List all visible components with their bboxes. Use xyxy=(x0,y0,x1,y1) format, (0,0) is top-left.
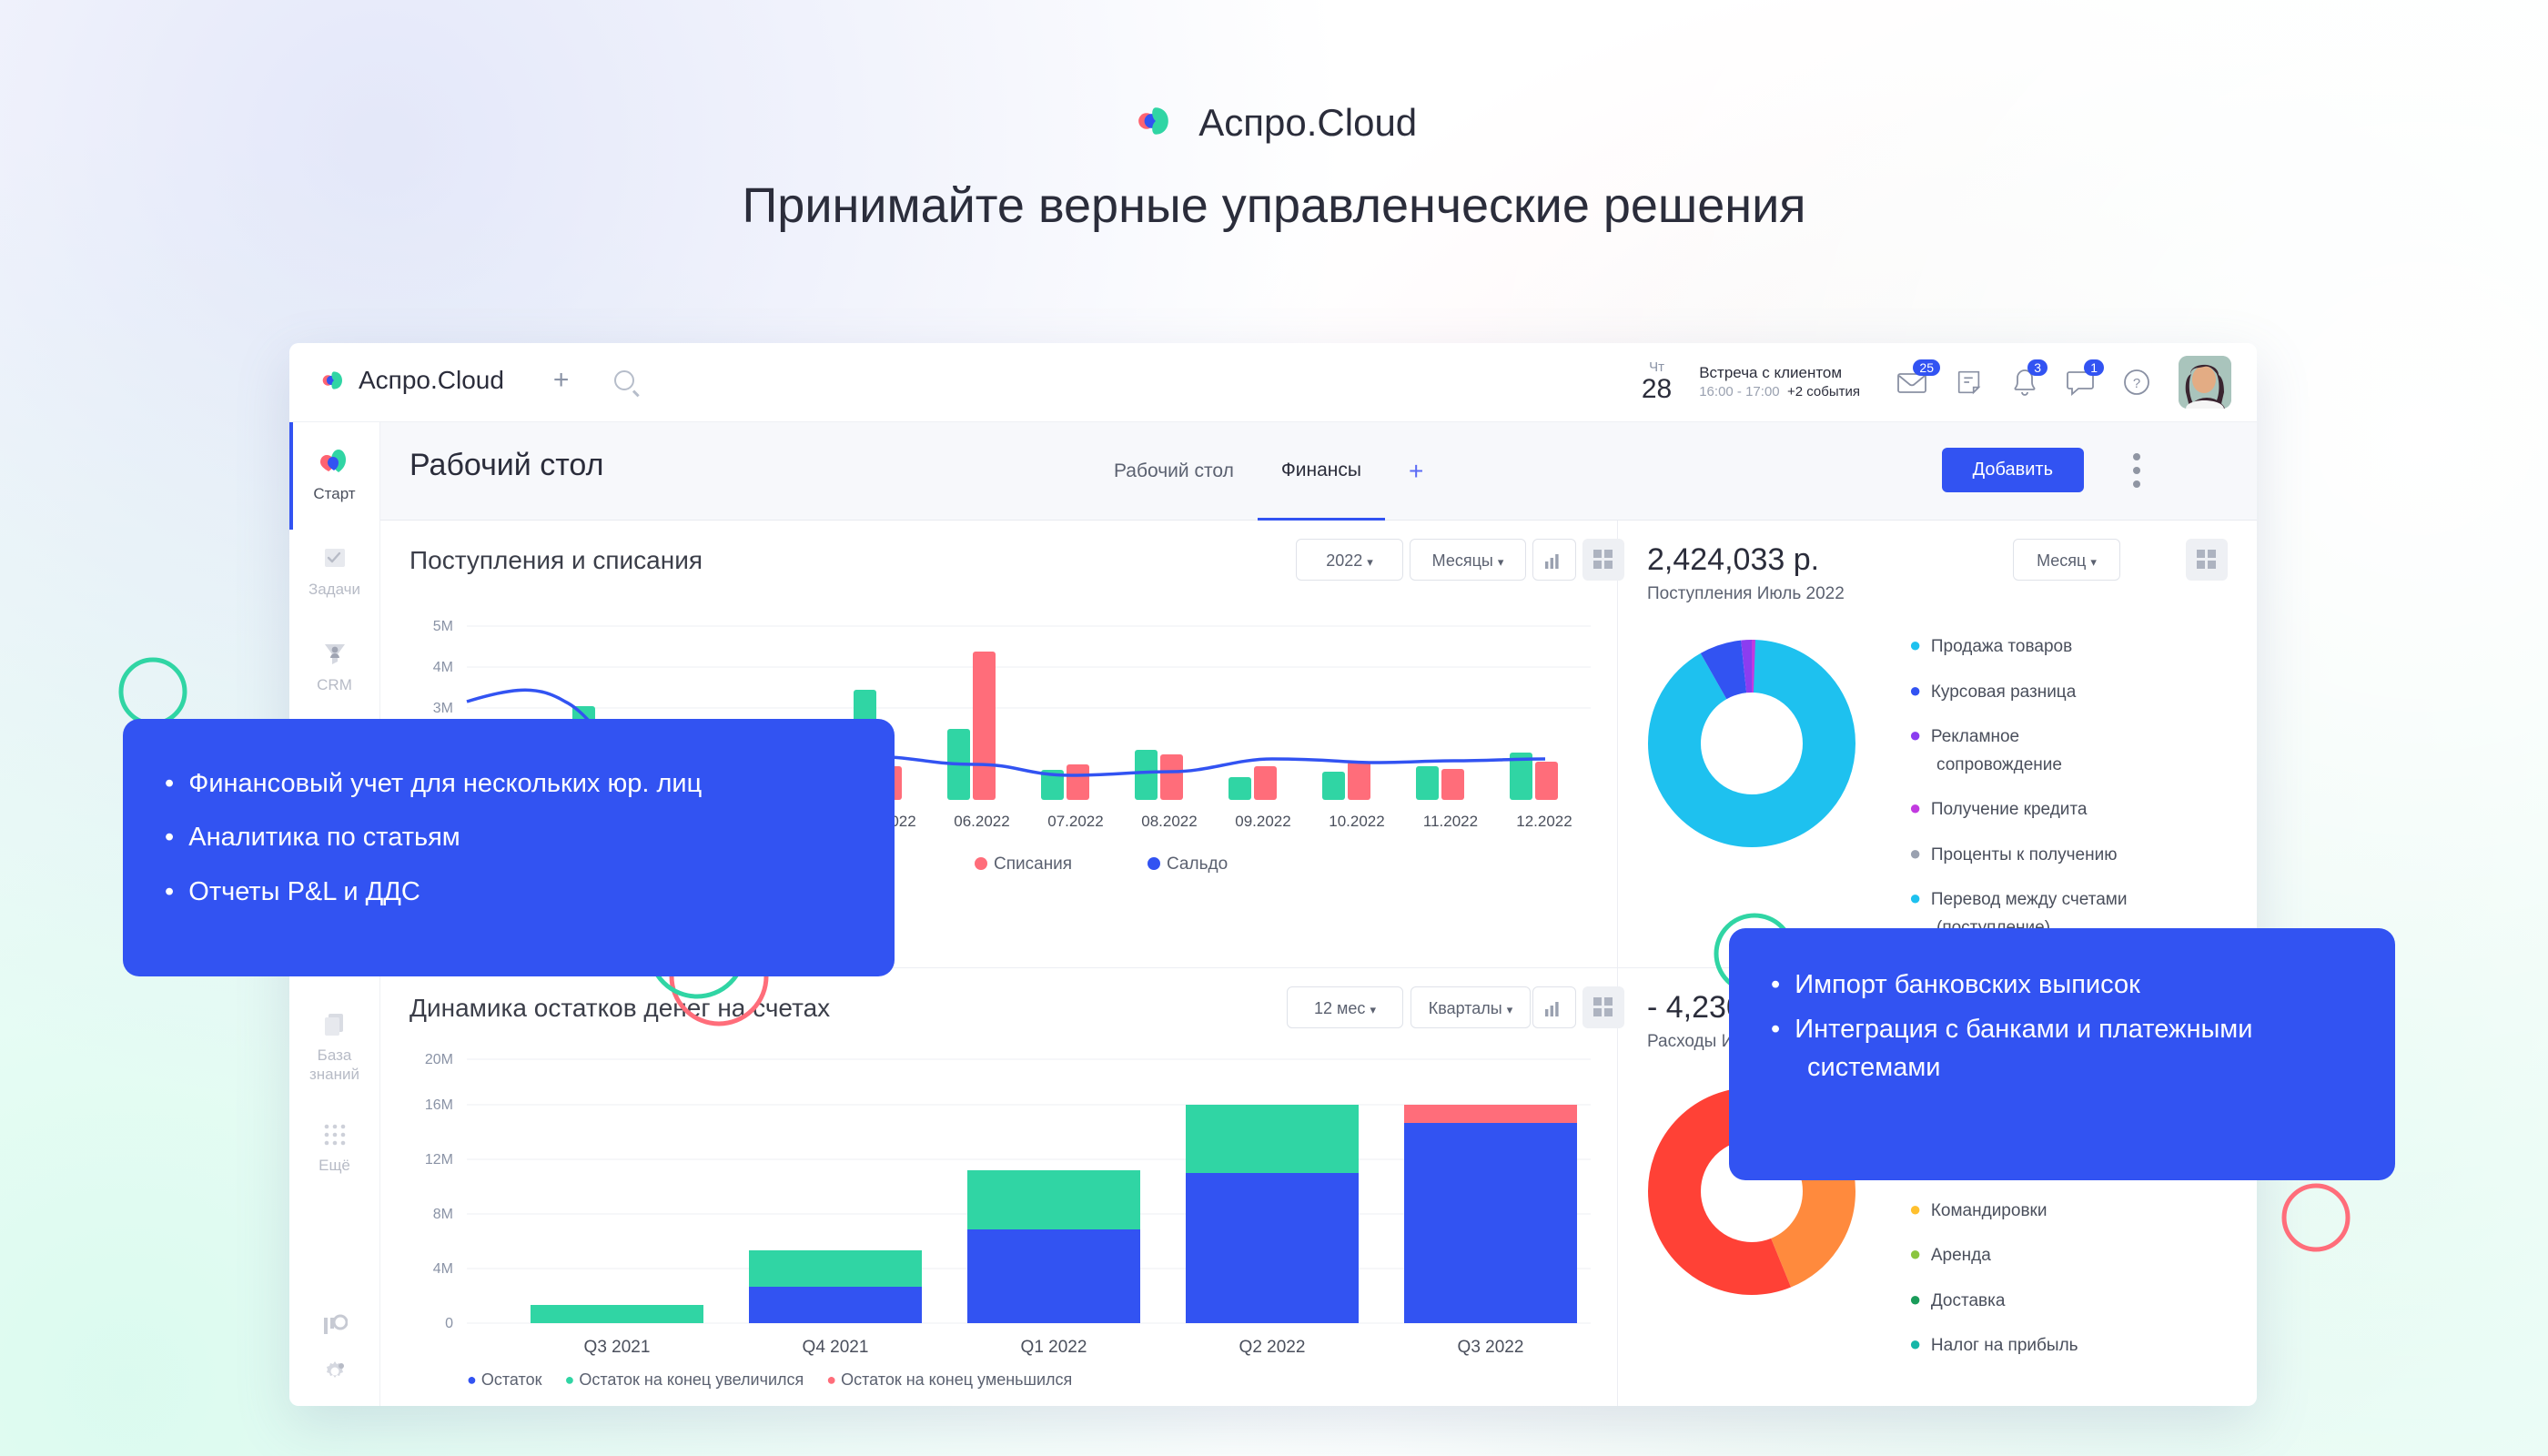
svg-text:3М: 3М xyxy=(433,701,453,716)
svg-text:Списания: Списания xyxy=(994,854,1072,874)
svg-text:07.2022: 07.2022 xyxy=(1047,813,1103,830)
svg-text:06.2022: 06.2022 xyxy=(954,813,1009,830)
svg-text:10.2022: 10.2022 xyxy=(1329,813,1384,830)
svg-text:?: ? xyxy=(2133,376,2140,391)
svg-text:Q1 2022: Q1 2022 xyxy=(1021,1338,1087,1357)
svg-text:20М: 20М xyxy=(425,1052,453,1067)
svg-text:4М: 4М xyxy=(433,660,453,675)
svg-text:11.2022: 11.2022 xyxy=(1423,813,1478,830)
svg-text:0: 0 xyxy=(445,1316,453,1331)
svg-text:Q3 2021: Q3 2021 xyxy=(584,1338,651,1357)
svg-text:09.2022: 09.2022 xyxy=(1235,813,1290,830)
svg-text:Q4 2021: Q4 2021 xyxy=(803,1338,869,1357)
svg-text:12.2022: 12.2022 xyxy=(1516,813,1572,830)
svg-text:16М: 16М xyxy=(425,1097,453,1113)
svg-text:4М: 4М xyxy=(433,1261,453,1277)
svg-text:Q2 2022: Q2 2022 xyxy=(1239,1338,1306,1357)
svg-text:5М: 5М xyxy=(433,619,453,634)
svg-text:08.2022: 08.2022 xyxy=(1141,813,1197,830)
svg-text:Сальдо: Сальдо xyxy=(1167,854,1228,874)
svg-text:8М: 8М xyxy=(433,1207,453,1222)
svg-text:Q3 2022: Q3 2022 xyxy=(1458,1338,1524,1357)
svg-text:12М: 12М xyxy=(425,1152,453,1168)
